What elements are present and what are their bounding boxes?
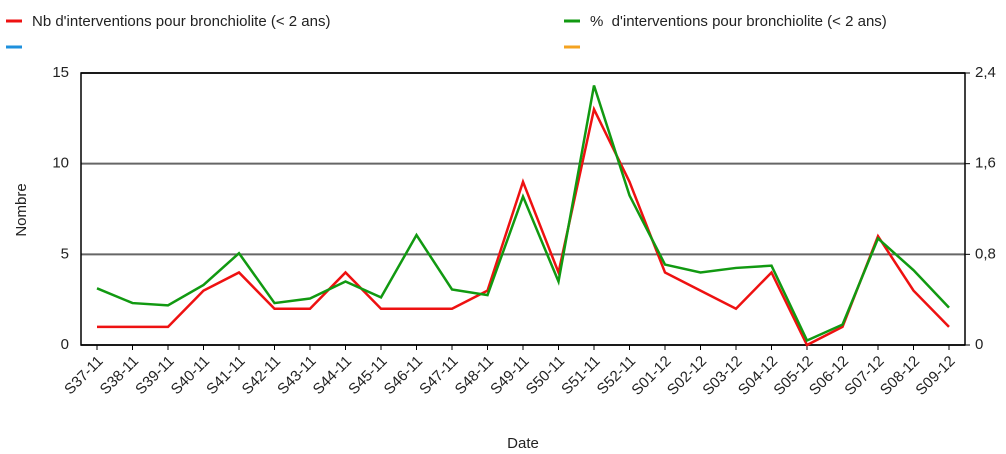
legend-label: Nb d'interventions pour bronchiolite (< … xyxy=(32,13,330,30)
x-tick-label: S50-11 xyxy=(523,353,568,398)
x-tick-label: S40-11 xyxy=(168,353,213,398)
y2-tick-label: 2,4 xyxy=(975,64,996,81)
x-tick-label: S42-11 xyxy=(239,353,284,398)
x-tick-label: S46-11 xyxy=(381,353,426,398)
y-tick-label: 10 xyxy=(52,155,69,172)
x-tick-label: S47-11 xyxy=(416,353,461,398)
x-tick-label: S09-12 xyxy=(912,353,958,399)
y-axis-label: Nombre xyxy=(13,183,30,236)
x-tick-label: S49-11 xyxy=(487,353,532,398)
series-line xyxy=(96,85,950,343)
x-tick-label: S41-11 xyxy=(203,353,248,398)
y2-tick-label: 0 xyxy=(975,336,983,353)
y2-tick-label: 1,6 xyxy=(975,155,996,172)
y-tick-label: 0 xyxy=(61,336,69,353)
y2-tick-label: 0,8 xyxy=(975,245,996,262)
x-tick-label: S38-11 xyxy=(97,353,142,398)
x-tick-label: S45-11 xyxy=(345,353,390,398)
x-tick-label: S44-11 xyxy=(310,353,355,398)
legend-label: % d'interventions pour bronchiolite (< 2… xyxy=(590,13,887,30)
x-tick-label: S51-11 xyxy=(558,353,603,398)
y-tick-label: 15 xyxy=(52,64,69,81)
x-tick-label: S43-11 xyxy=(274,353,319,398)
plot-frame xyxy=(80,72,966,346)
series-line xyxy=(97,105,950,347)
x-tick-label: S37-11 xyxy=(61,353,106,398)
x-axis-label: Date xyxy=(507,435,539,452)
y-tick-label: 5 xyxy=(61,245,69,262)
x-tick-label: S39-11 xyxy=(132,353,177,398)
x-tick-label: S48-11 xyxy=(452,353,497,398)
